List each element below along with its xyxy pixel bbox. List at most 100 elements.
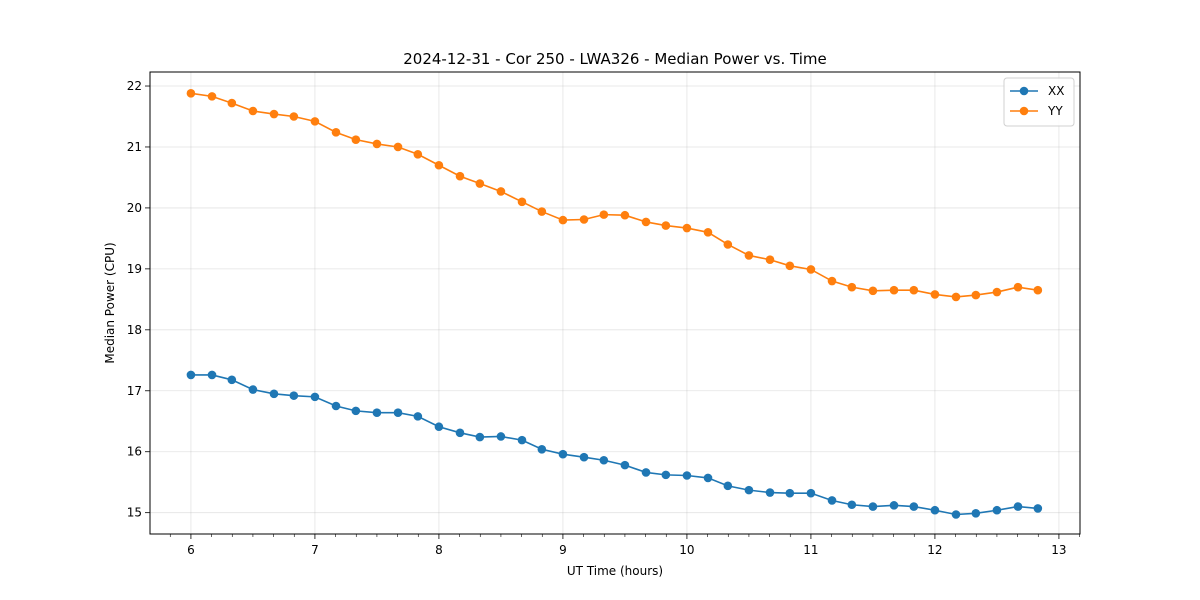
series-yy xyxy=(186,89,1043,302)
series-xx xyxy=(186,370,1043,519)
data-point-xx xyxy=(455,428,465,438)
grid-lines xyxy=(150,72,1080,534)
data-point-xx xyxy=(930,505,940,515)
x-axis-label: UT Time (hours) xyxy=(567,564,663,578)
data-point-xx xyxy=(827,496,837,505)
data-point-yy xyxy=(248,106,258,116)
data-point-yy xyxy=(620,210,630,220)
data-point-yy xyxy=(806,265,816,274)
x-tick-label: 10 xyxy=(679,543,694,557)
y-axis: 15 16 17 18 19 20 21 22 xyxy=(127,79,150,520)
data-point-yy xyxy=(868,286,878,296)
data-point-yy xyxy=(930,290,940,299)
data-point-xx xyxy=(248,385,258,394)
data-point-yy xyxy=(682,223,692,233)
data-point-yy xyxy=(641,217,651,227)
data-point-xx xyxy=(868,502,878,511)
data-point-yy xyxy=(558,215,568,225)
y-tick-label: 21 xyxy=(127,140,142,154)
data-point-xx xyxy=(1033,504,1043,513)
data-point-yy xyxy=(186,89,196,98)
y-tick-label: 19 xyxy=(127,262,142,276)
x-tick-label: 8 xyxy=(435,543,443,557)
data-point-yy xyxy=(847,282,857,292)
data-point-xx xyxy=(496,432,506,441)
y-tick-label: 18 xyxy=(127,323,142,337)
data-point-yy xyxy=(372,139,382,149)
data-point-xx xyxy=(558,449,568,459)
data-point-yy xyxy=(1033,285,1043,295)
data-point-yy xyxy=(889,285,899,295)
data-point-xx xyxy=(289,391,299,400)
data-point-xx xyxy=(537,444,547,454)
data-point-yy xyxy=(661,221,671,230)
data-point-yy xyxy=(723,240,733,249)
data-point-xx xyxy=(909,502,919,511)
data-point-yy xyxy=(393,142,403,152)
data-point-yy xyxy=(413,149,423,159)
data-point-yy xyxy=(909,285,919,295)
data-point-xx xyxy=(744,485,754,495)
data-point-yy xyxy=(951,292,961,302)
y-tick-label: 22 xyxy=(127,79,142,93)
data-point-yy xyxy=(785,261,795,271)
data-point-xx xyxy=(847,500,857,510)
data-point-yy xyxy=(227,98,237,108)
data-point-yy xyxy=(971,290,981,300)
data-point-xx xyxy=(434,422,444,432)
data-point-xx xyxy=(310,392,320,402)
data-point-xx xyxy=(413,412,423,421)
data-point-xx xyxy=(785,488,795,498)
data-point-yy xyxy=(537,207,547,216)
data-point-xx xyxy=(951,510,961,519)
data-point-yy xyxy=(331,128,341,137)
data-point-xx xyxy=(723,481,733,491)
legend: XX YY xyxy=(1003,77,1075,127)
data-point-xx xyxy=(971,508,981,518)
y-tick-label: 15 xyxy=(127,506,142,520)
data-point-yy xyxy=(269,109,279,119)
x-tick-label: 6 xyxy=(187,543,195,557)
chart-title: 2024-12-31 - Cor 250 - LWA326 - Median P… xyxy=(403,50,827,68)
legend-label-xx: XX xyxy=(1048,84,1064,98)
data-point-yy xyxy=(827,276,837,286)
data-point-xx xyxy=(682,471,692,480)
data-point-xx xyxy=(620,460,630,470)
legend-marker-yy xyxy=(1019,106,1029,116)
y-tick-label: 17 xyxy=(127,384,142,398)
data-point-xx xyxy=(207,370,217,380)
data-point-xx xyxy=(186,370,196,380)
data-point-xx xyxy=(661,470,671,480)
data-point-xx xyxy=(806,488,816,498)
data-point-yy xyxy=(703,227,713,237)
y-tick-label: 20 xyxy=(127,201,142,215)
x-tick-label: 13 xyxy=(1051,543,1066,557)
data-point-yy xyxy=(744,251,754,260)
series-layer xyxy=(186,89,1043,519)
data-point-xx xyxy=(227,375,237,385)
data-point-xx xyxy=(393,408,403,418)
data-point-xx xyxy=(475,432,485,442)
x-tick-label: 12 xyxy=(927,543,942,557)
x-tick-label: 7 xyxy=(311,543,319,557)
data-point-yy xyxy=(496,187,506,196)
data-point-yy xyxy=(207,92,217,101)
legend-marker-xx xyxy=(1019,86,1029,96)
data-point-yy xyxy=(517,197,527,207)
plot-area-frame xyxy=(149,71,1081,535)
data-point-xx xyxy=(765,488,775,497)
y-tick-label: 16 xyxy=(127,445,142,459)
data-point-xx xyxy=(579,452,589,462)
x-axis: 6 7 8 9 10 11 12 13 xyxy=(169,534,1080,557)
y-axis-label: Median Power (CPU) xyxy=(103,242,117,363)
data-point-xx xyxy=(331,401,341,411)
data-point-yy xyxy=(434,160,444,170)
data-point-yy xyxy=(289,112,299,121)
data-point-xx xyxy=(992,505,1002,515)
data-point-yy xyxy=(475,179,485,188)
data-point-xx xyxy=(1013,502,1023,511)
data-point-xx xyxy=(889,501,899,510)
data-point-xx xyxy=(351,406,361,416)
